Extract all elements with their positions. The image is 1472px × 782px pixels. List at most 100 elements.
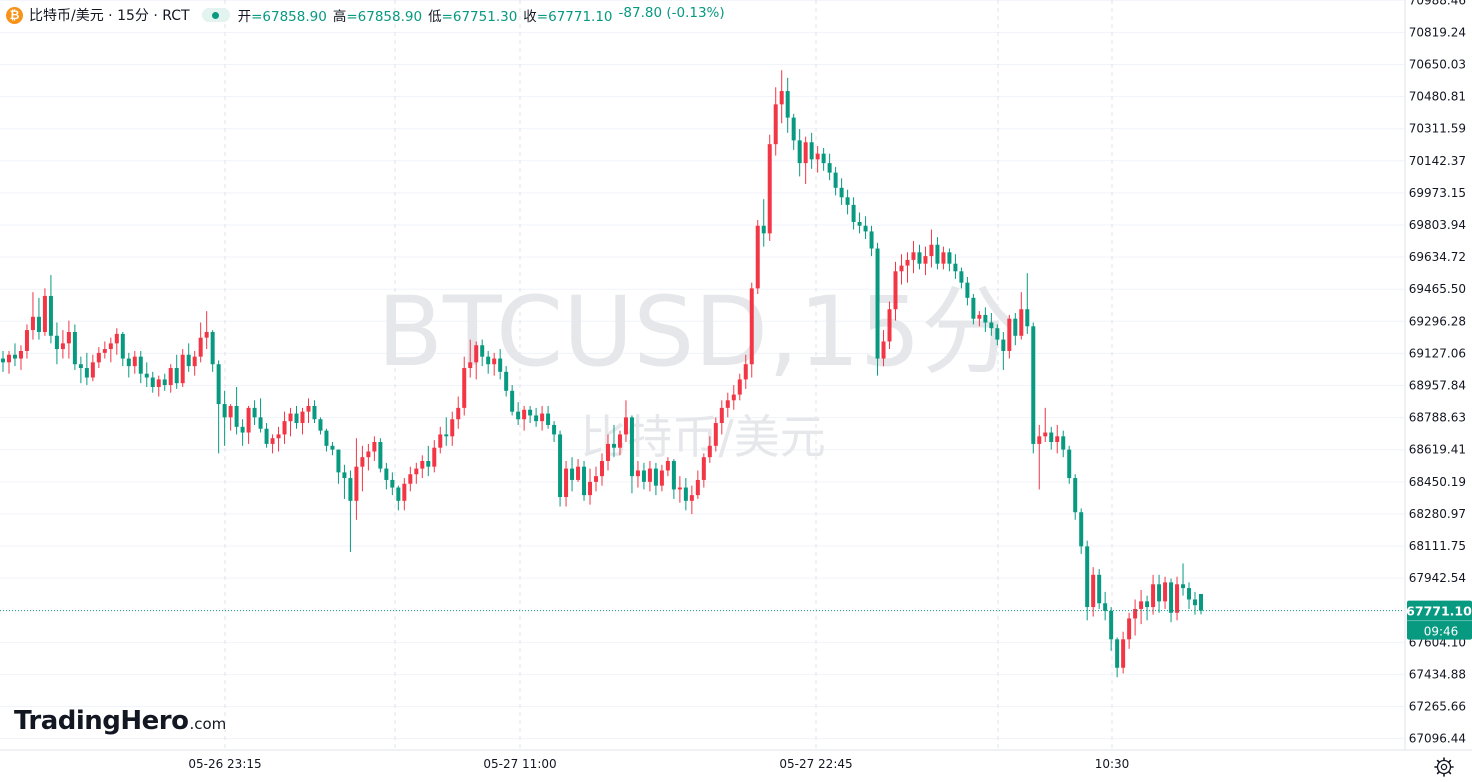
candle-body <box>797 140 802 164</box>
candle <box>492 352 497 376</box>
candle <box>893 261 898 321</box>
candle <box>953 254 958 279</box>
candle-body <box>719 407 724 424</box>
candle <box>971 294 976 325</box>
candle-body <box>114 333 119 344</box>
candle <box>102 341 107 359</box>
candle-body <box>737 379 742 395</box>
candle-body <box>1001 339 1006 351</box>
candle <box>42 288 47 336</box>
candle-body <box>1097 574 1102 604</box>
candle-body <box>641 470 646 482</box>
candle-body <box>959 271 964 283</box>
candle <box>72 324 77 370</box>
candle-body <box>318 419 323 431</box>
candle <box>1133 599 1138 636</box>
candle <box>941 246 946 270</box>
candle-body <box>168 368 173 386</box>
candle-body <box>282 421 287 435</box>
candle <box>1085 540 1090 621</box>
last-price-badge-bg <box>1407 600 1472 640</box>
candle <box>1001 331 1006 370</box>
candle-body <box>18 350 23 359</box>
candle <box>1157 574 1162 613</box>
candle <box>659 464 664 492</box>
candle-body <box>210 331 215 365</box>
candle-body <box>1181 584 1186 589</box>
candle <box>342 464 347 499</box>
candle-body <box>929 244 934 257</box>
candle-body <box>150 377 155 387</box>
logo-domain: .com <box>189 715 227 733</box>
candle <box>695 470 700 499</box>
candle-body <box>600 460 604 477</box>
candle-body <box>492 358 497 365</box>
candle <box>516 402 521 425</box>
candle <box>582 460 587 501</box>
time-tick-label: 05-27 11:00 <box>483 757 556 771</box>
candle-body <box>300 411 305 424</box>
candle <box>336 449 341 484</box>
price-tick-label: 69127.06 <box>1409 346 1466 360</box>
candle-body <box>378 442 383 469</box>
candle-body <box>701 457 706 480</box>
symbol-title[interactable]: 比特币/美元 · 15分 · RCT <box>29 8 190 24</box>
candle-body <box>246 407 251 433</box>
candle <box>1055 424 1060 454</box>
candle <box>294 405 299 429</box>
candle-body <box>815 153 820 160</box>
candle <box>522 405 527 431</box>
candle <box>839 178 844 205</box>
candle <box>144 362 149 387</box>
change-value: -87.80 (-0.13%) <box>618 5 725 21</box>
candle <box>671 459 676 499</box>
high-value: =67858.90 <box>346 9 423 25</box>
candle-body <box>869 231 874 249</box>
candle-body <box>258 417 263 429</box>
candle-body <box>1127 618 1132 640</box>
candle-body <box>228 405 233 418</box>
candle-body <box>743 364 748 380</box>
candle-body <box>1019 309 1024 336</box>
candle <box>1091 567 1096 617</box>
candle-body <box>558 434 563 498</box>
candle <box>761 199 766 247</box>
candle-body <box>917 252 922 264</box>
candle-body <box>1037 436 1042 444</box>
candle <box>60 330 65 359</box>
candle <box>785 77 790 133</box>
candle-body <box>342 472 347 479</box>
candle-body <box>276 434 281 439</box>
candle-body <box>36 316 41 332</box>
candle <box>779 70 784 124</box>
candle <box>629 415 634 494</box>
candle <box>1115 637 1120 678</box>
price-tick-label: 68788.63 <box>1409 411 1466 425</box>
candle-body <box>653 468 658 486</box>
candle-body <box>935 244 940 264</box>
candle <box>288 407 293 437</box>
watermark-name: 比特币/美元 <box>580 410 826 464</box>
candle-body <box>54 335 59 350</box>
candle <box>468 339 473 378</box>
market-status-icon[interactable] <box>201 8 230 22</box>
candle-body <box>324 430 329 446</box>
candle-body <box>1193 599 1198 606</box>
candle <box>887 301 892 350</box>
candle <box>665 457 670 477</box>
open-label: 开 <box>237 9 252 25</box>
gear-icon[interactable] <box>1433 756 1455 778</box>
candle <box>576 459 581 482</box>
candle-body <box>785 91 790 118</box>
candle-body <box>1199 593 1203 611</box>
candle <box>192 350 197 376</box>
price-tick-label: 69634.72 <box>1409 250 1466 264</box>
last-price-value: 67771.10 <box>1406 604 1472 619</box>
candle <box>1031 322 1036 454</box>
candle <box>324 428 329 452</box>
candle <box>803 136 808 185</box>
candle <box>641 462 646 490</box>
candle-body <box>12 354 17 359</box>
